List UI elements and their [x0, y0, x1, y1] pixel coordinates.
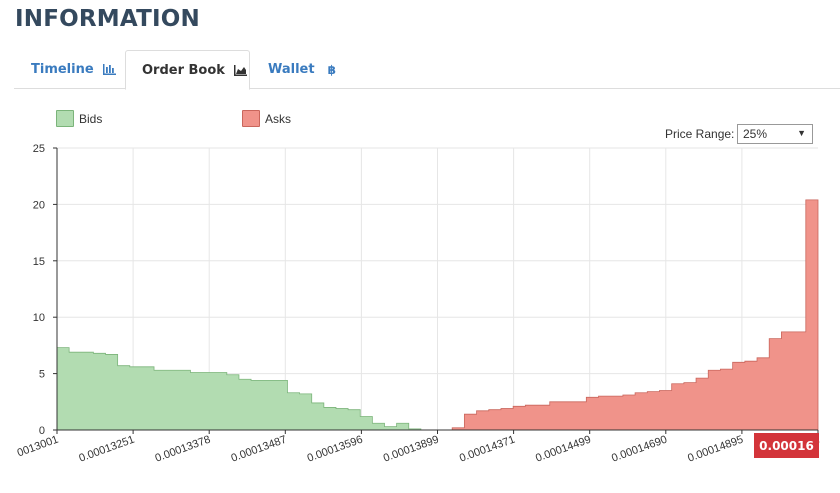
x-tick-label: 0.00013378: [154, 434, 213, 465]
x-tick-label: 0.00014690: [610, 434, 669, 465]
legend-item-asks[interactable]: Asks: [242, 110, 291, 127]
x-tick-labels: 0013001 0.00013251 0.00013378 0.00013487 0.0…: [16, 430, 821, 465]
y-tick-label: 15: [33, 256, 45, 268]
price-range-select[interactable]: 25% ▼: [737, 124, 813, 144]
x-tick-label: 0.00014499: [534, 434, 593, 465]
tab-timeline-label: Timeline: [31, 62, 94, 77]
x-tick-label: 0.00013487: [230, 434, 289, 465]
legend-item-bids[interactable]: Bids: [56, 110, 102, 127]
bitcoin-icon: ฿: [327, 62, 336, 77]
price-range-label: Price Range:: [665, 127, 735, 141]
y-tick-label: 0: [39, 425, 45, 437]
x-tick-label: 0.00013251: [77, 434, 136, 465]
y-tick-labels: 0 5 10 15 20 25: [33, 143, 57, 437]
tab-order-book-label: Order Book: [142, 62, 225, 78]
bids-swatch: [56, 110, 74, 127]
tab-wallet[interactable]: Wallet ฿: [268, 50, 336, 89]
tab-bar: Timeline Order Book Wallet ฿: [14, 50, 840, 90]
tab-timeline[interactable]: Timeline: [31, 50, 116, 89]
y-tick-label: 5: [39, 369, 45, 381]
x-tick-label: 0.00013899: [382, 434, 441, 465]
depth-chart: 0 5 10 15 20 25 0013001 0.00013251 0.00013378 0.…: [16, 143, 821, 465]
page-title: INFORMATION: [15, 6, 200, 32]
y-tick-label: 20: [33, 199, 45, 211]
chevron-down-icon: ▼: [797, 128, 806, 138]
x-tick-label: 0.00014371: [458, 434, 517, 465]
x-tick-label: 0.00013596: [306, 434, 365, 465]
tab-wallet-label: Wallet: [268, 62, 315, 77]
chart-areas: [56, 199, 819, 431]
current-price-badge: 0.00016: [754, 433, 819, 458]
bids-area: [56, 347, 433, 431]
tab-order-book[interactable]: Order Book: [125, 50, 250, 90]
price-range-value: 25%: [743, 127, 768, 141]
legend-bids-label: Bids: [79, 111, 103, 126]
bar-chart-icon: [102, 64, 116, 75]
y-tick-label: 10: [33, 312, 45, 324]
x-tick-label: 0013001: [16, 434, 60, 460]
legend-asks-label: Asks: [265, 111, 292, 126]
y-tick-label: 25: [33, 143, 45, 155]
x-tick-label: 0.00014895: [686, 434, 745, 465]
asks-swatch: [242, 110, 260, 127]
asks-area: [440, 199, 819, 431]
area-chart-icon: [233, 64, 247, 76]
